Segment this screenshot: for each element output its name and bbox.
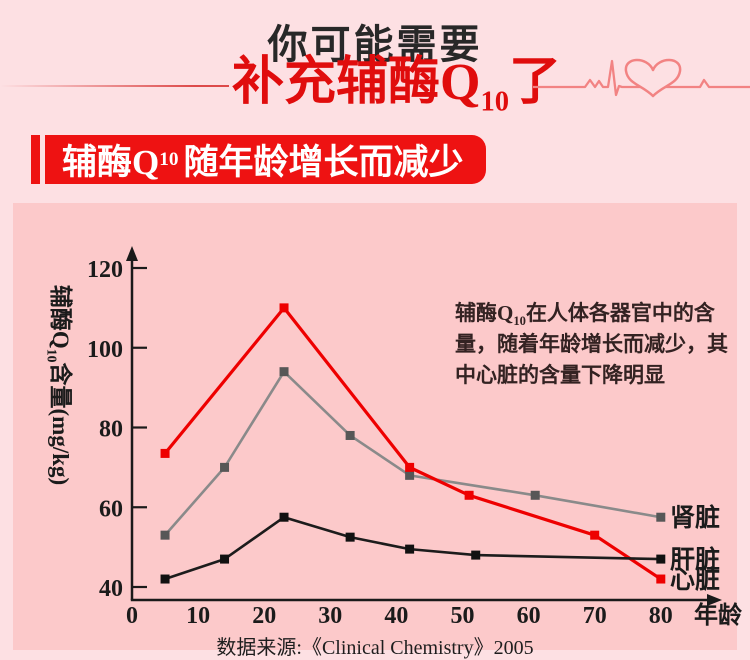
series-marker-肾脏 [530, 490, 540, 500]
annotation-line-3: 中心脏的含量下降明显 [455, 363, 665, 387]
decorative-line-left [0, 85, 229, 87]
x-axis-arrow [707, 594, 722, 606]
x-tick-label: 0 [126, 603, 138, 629]
x-tick-label: 10 [186, 603, 210, 629]
x-tick-label: 60 [517, 603, 541, 629]
section-banner: 辅酶Q 10 随年龄增长而减少 [31, 135, 486, 184]
annotation-line-2: 量，随着年龄增长而减少，其 [455, 332, 728, 356]
data-source: 数据来源:《Clinical Chemistry》2005 [216, 637, 534, 659]
series-marker-肝脏 [471, 550, 481, 560]
x-tick-label: 20 [252, 603, 276, 629]
series-marker-心脏 [405, 462, 415, 472]
series-line-心脏 [163, 306, 662, 581]
x-tick-label: 70 [583, 603, 607, 629]
y-tick-label: 120 [87, 257, 123, 283]
series-marker-肝脏 [405, 544, 415, 554]
y-tick-label: 40 [99, 576, 123, 602]
y-axis-arrow [126, 246, 138, 261]
y-axis-label-post: 含量(mg/kg) [48, 362, 73, 486]
series-line-肾脏 [164, 370, 662, 537]
series-marker-肝脏 [656, 554, 666, 564]
annotation-line-1: 辅酶Q10在人体各器官中的含 [455, 301, 715, 329]
x-tick-label: 40 [384, 603, 408, 629]
y-tick-label: 80 [99, 417, 123, 443]
series-marker-心脏 [464, 490, 474, 500]
y-axis-label: 辅酶Q10含量(mg/kg) [44, 255, 80, 515]
legend-label-肾脏: 肾脏 [670, 503, 720, 532]
series-marker-心脏 [160, 448, 170, 458]
series-marker-肝脏 [220, 554, 230, 564]
x-tick-label: 80 [649, 603, 673, 629]
y-axis-label-pre: 辅酶Q [48, 284, 73, 349]
series-marker-肝脏 [345, 532, 355, 542]
series-marker-肾脏 [160, 530, 170, 540]
subtitle-pre: 补充辅酶Q [232, 54, 481, 111]
banner-title: 辅酶Q 10 随年龄增长而减少 [45, 135, 486, 184]
subtitle-post: 了 [509, 54, 562, 111]
page-title: 你可能需要 [267, 22, 483, 67]
x-tick-label: 50 [451, 603, 475, 629]
legend-label-心脏: 心脏 [670, 565, 720, 594]
y-tick-label: 100 [87, 337, 123, 363]
banner-post: 随年龄增长而减少 [183, 143, 464, 182]
chart-panel: 辅酶Q10含量(mg/kg) 40 60 80 100 120 0 10 20 30 40 50 60… [13, 203, 743, 659]
series-marker-肾脏 [405, 470, 415, 480]
y-axis-label-subscript: 10 [44, 348, 60, 363]
subtitle-subscript: 10 [480, 86, 510, 118]
series-marker-肾脏 [656, 512, 666, 522]
series-marker-肝脏 [279, 512, 289, 522]
series-marker-心脏 [590, 530, 600, 540]
x-tick-label: 30 [318, 603, 342, 629]
series-marker-肾脏 [345, 430, 355, 440]
series-marker-心脏 [279, 303, 289, 313]
series-marker-心脏 [656, 574, 666, 584]
banner-pre: 辅酶Q [62, 143, 160, 182]
series-marker-肾脏 [220, 462, 230, 472]
series-marker-肾脏 [279, 367, 289, 377]
subtitle: 补充辅酶Q10了 [232, 54, 561, 117]
heartbeat-icon [533, 58, 750, 98]
series-marker-肝脏 [160, 574, 170, 584]
banner-accent-bar [31, 135, 40, 184]
chart-annotation: 辅酶Q10在人体各器官中的含 量，随着年龄增长而减少，其 中心脏的含量下降明显 [455, 298, 735, 391]
legend-label-肝脏: 肝脏 [670, 545, 720, 574]
y-tick-label: 60 [99, 496, 123, 522]
x-axis-title: 年龄 [694, 601, 743, 629]
